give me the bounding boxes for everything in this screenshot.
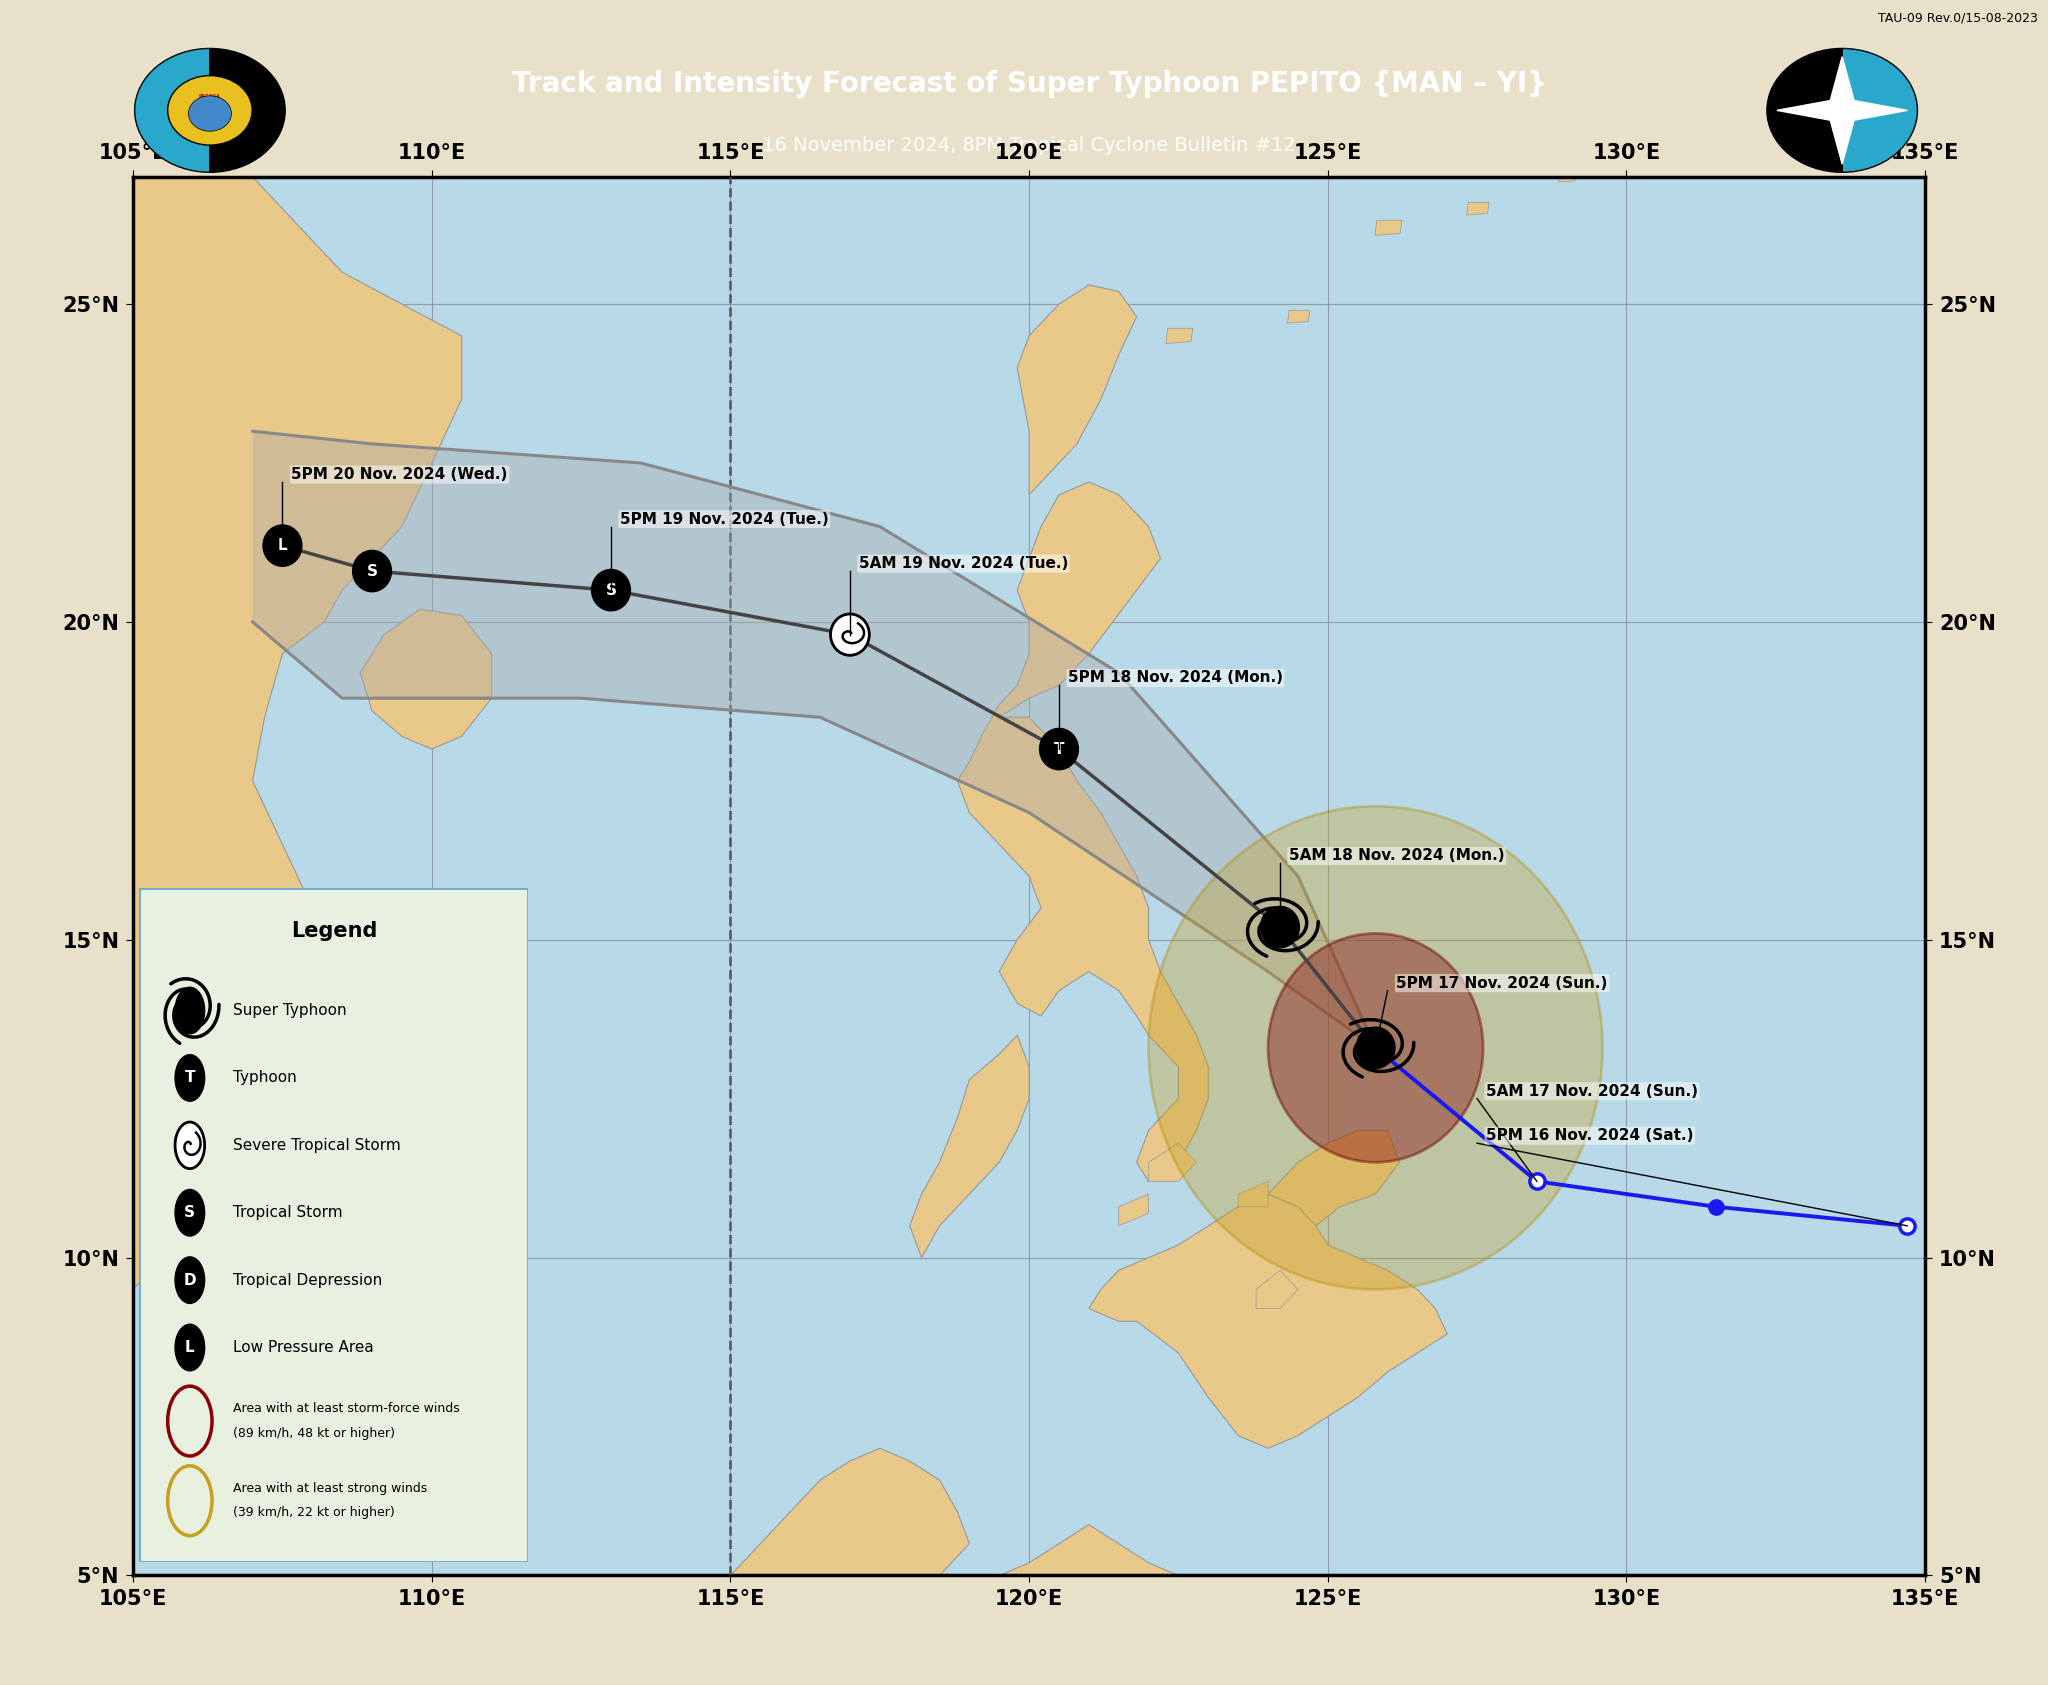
Text: 5PM 18 Nov. 2024 (Mon.): 5PM 18 Nov. 2024 (Mon.) xyxy=(1067,671,1282,686)
Circle shape xyxy=(188,96,231,131)
Polygon shape xyxy=(1178,1227,1280,1289)
Text: 5PM 20 Nov. 2024 (Wed.): 5PM 20 Nov. 2024 (Wed.) xyxy=(291,467,508,482)
Circle shape xyxy=(1356,1028,1395,1068)
Circle shape xyxy=(174,1324,205,1372)
Circle shape xyxy=(174,987,205,1035)
Circle shape xyxy=(262,526,301,566)
Polygon shape xyxy=(1239,1181,1268,1206)
Polygon shape xyxy=(999,1525,1178,1575)
Text: (39 km/h, 22 kt or higher): (39 km/h, 22 kt or higher) xyxy=(233,1506,395,1520)
Circle shape xyxy=(174,1257,205,1304)
Circle shape xyxy=(1040,728,1079,770)
Text: Tropical Depression: Tropical Depression xyxy=(233,1272,381,1287)
Text: 1972: 1972 xyxy=(203,115,217,120)
Circle shape xyxy=(174,1055,205,1102)
Text: L: L xyxy=(279,538,287,553)
Polygon shape xyxy=(1149,1142,1196,1181)
Polygon shape xyxy=(1090,1195,1448,1449)
Text: Tropical Storm: Tropical Storm xyxy=(233,1205,342,1220)
Polygon shape xyxy=(1118,1195,1149,1227)
Wedge shape xyxy=(1843,49,1917,172)
Circle shape xyxy=(831,613,868,655)
Text: T: T xyxy=(1055,741,1065,757)
Polygon shape xyxy=(1165,329,1192,344)
Text: 5PM 17 Nov. 2024 (Sun.): 5PM 17 Nov. 2024 (Sun.) xyxy=(1397,976,1608,991)
Polygon shape xyxy=(956,482,1208,1181)
Polygon shape xyxy=(252,431,1376,1048)
Polygon shape xyxy=(133,177,461,1289)
Circle shape xyxy=(352,551,391,591)
Text: S: S xyxy=(367,563,377,578)
Text: Severe Tropical Storm: Severe Tropical Storm xyxy=(233,1137,401,1153)
Polygon shape xyxy=(1559,172,1577,182)
Text: 16 November 2024, 8PM Tropical Cyclone Bulletin #12: 16 November 2024, 8PM Tropical Cyclone B… xyxy=(762,136,1296,155)
Text: Track and Intensity Forecast of Super Typhoon PEPITO {MAN – YI}: Track and Intensity Forecast of Super Ty… xyxy=(512,69,1546,98)
Wedge shape xyxy=(211,49,285,172)
Polygon shape xyxy=(1778,57,1907,163)
Text: S: S xyxy=(606,583,616,598)
Text: D: D xyxy=(184,1272,197,1287)
Text: Typhoon: Typhoon xyxy=(233,1070,297,1085)
Wedge shape xyxy=(1767,49,1843,172)
Polygon shape xyxy=(1018,285,1137,495)
Polygon shape xyxy=(1466,202,1489,216)
Polygon shape xyxy=(731,1449,969,1575)
Text: 5AM 19 Nov. 2024 (Tue.): 5AM 19 Nov. 2024 (Tue.) xyxy=(858,556,1069,571)
Text: (89 km/h, 48 kt or higher): (89 km/h, 48 kt or higher) xyxy=(233,1427,395,1439)
Text: Super Typhoon: Super Typhoon xyxy=(233,1003,346,1018)
Polygon shape xyxy=(1255,1131,1399,1227)
Text: L: L xyxy=(184,1340,195,1355)
Circle shape xyxy=(1149,807,1602,1289)
Circle shape xyxy=(1262,907,1298,947)
Text: T: T xyxy=(184,1070,195,1085)
Text: 5AM 18 Nov. 2024 (Mon.): 5AM 18 Nov. 2024 (Mon.) xyxy=(1288,849,1505,863)
Text: Area with at least storm-force winds: Area with at least storm-force winds xyxy=(233,1402,459,1415)
Circle shape xyxy=(1268,933,1483,1163)
Wedge shape xyxy=(135,49,211,172)
Circle shape xyxy=(174,1190,205,1237)
Text: TAU-09 Rev.0/15-08-2023: TAU-09 Rev.0/15-08-2023 xyxy=(1878,12,2038,25)
Polygon shape xyxy=(1288,310,1311,324)
Polygon shape xyxy=(1255,1270,1298,1309)
Text: Legend: Legend xyxy=(291,922,377,940)
Text: 5PM 16 Nov. 2024 (Sat.): 5PM 16 Nov. 2024 (Sat.) xyxy=(1487,1129,1694,1142)
Text: 5AM 17 Nov. 2024 (Sun.): 5AM 17 Nov. 2024 (Sun.) xyxy=(1487,1083,1698,1099)
Polygon shape xyxy=(909,1035,1028,1257)
Polygon shape xyxy=(360,610,492,750)
Polygon shape xyxy=(1374,221,1401,236)
FancyBboxPatch shape xyxy=(139,888,528,1562)
Text: Low Pressure Area: Low Pressure Area xyxy=(233,1340,373,1355)
Circle shape xyxy=(592,570,631,610)
Text: S: S xyxy=(184,1205,195,1220)
Text: 5PM 19 Nov. 2024 (Tue.): 5PM 19 Nov. 2024 (Tue.) xyxy=(621,512,829,527)
Circle shape xyxy=(168,76,252,145)
Text: Area with at least strong winds: Area with at least strong winds xyxy=(233,1483,426,1495)
Text: PAGASA: PAGASA xyxy=(199,94,221,99)
Circle shape xyxy=(174,1122,205,1169)
